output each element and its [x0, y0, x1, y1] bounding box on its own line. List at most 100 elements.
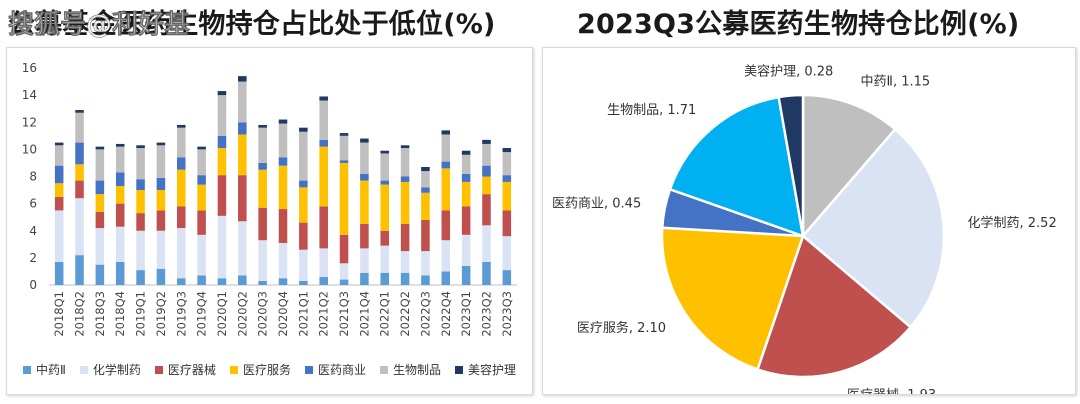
pie-slice	[668, 95, 805, 238]
bar-segment	[136, 190, 145, 214]
legend-label: 中药Ⅱ	[35, 363, 66, 377]
bar-segment	[360, 180, 369, 224]
x-tick-label: 2019Q4	[195, 291, 209, 337]
bar-segment	[278, 278, 288, 285]
bar-segment	[75, 198, 84, 256]
bar-segment	[421, 171, 430, 188]
bar-segment	[380, 150, 390, 154]
pie-data-label: 医疗器械, 1.93	[847, 388, 936, 394]
bar-segment	[400, 176, 410, 182]
bar-segment	[176, 157, 186, 170]
bar-segment	[258, 240, 267, 281]
bar-segment	[380, 245, 390, 273]
pie-data-label: 医药商业, 0.45	[552, 196, 641, 211]
bar-segment	[461, 154, 471, 174]
bar-segment	[136, 230, 145, 271]
bar-segment	[339, 263, 349, 280]
bar-segment	[238, 134, 247, 176]
bar-segment	[441, 210, 451, 241]
bar-segment	[75, 164, 84, 181]
bar-chart-legend: 中药Ⅱ 化学制药 医疗器械 医疗服务 医药商业 生物制品 美容护理	[7, 361, 532, 378]
bar-segment	[421, 192, 430, 220]
bar-segment	[482, 194, 491, 226]
bar-segment	[360, 142, 369, 174]
bar-segment	[115, 226, 125, 262]
bar-segment	[176, 127, 186, 158]
x-tick-label: 2018Q1	[52, 291, 66, 337]
y-tick-label: 4	[29, 224, 37, 238]
bar-segment	[360, 272, 369, 285]
legend-label: 医药商业	[317, 363, 366, 377]
bar-segment	[258, 124, 267, 128]
legend-label: 医疗服务	[242, 363, 291, 377]
bar-segment	[54, 145, 64, 166]
x-tick-label: 2021Q1	[296, 291, 310, 337]
bar-segment	[115, 143, 125, 147]
bar-segment	[299, 180, 308, 188]
bar-segment	[136, 179, 145, 191]
bar-segment	[360, 223, 369, 249]
legend-swatch	[304, 365, 313, 374]
bar-segment	[339, 234, 349, 264]
bar-segment	[197, 146, 206, 150]
x-tick-label: 2018Q3	[93, 291, 107, 337]
x-tick-label: 2022Q3	[418, 291, 432, 337]
legend-item: 中药Ⅱ	[22, 361, 66, 378]
bar-segment	[299, 280, 308, 285]
bar-segment	[197, 210, 206, 235]
bar-segment	[400, 148, 410, 177]
bar-segment	[156, 190, 166, 211]
watermark: 搜狐号@利好基	[8, 10, 191, 41]
bar-segment	[197, 184, 206, 211]
legend-swatch	[22, 365, 31, 374]
legend-swatch	[154, 365, 163, 374]
bar-segment	[482, 143, 491, 166]
pie-slice	[801, 93, 897, 240]
bar-segment	[136, 213, 145, 231]
bar-segment	[319, 248, 328, 277]
bar-segment	[421, 251, 430, 276]
bar-segment	[400, 181, 410, 224]
bar-segment	[441, 161, 451, 169]
bar-segment	[238, 81, 247, 123]
bar-segment	[502, 236, 512, 271]
bar-segment	[319, 146, 328, 207]
bar-segment	[441, 271, 451, 285]
bar-segment	[482, 261, 491, 285]
x-tick-label: 2021Q2	[317, 291, 331, 337]
pie-slice	[660, 226, 805, 372]
bar-segment	[75, 255, 84, 285]
bar-segment	[217, 148, 227, 176]
bar-segment	[319, 206, 328, 249]
bar-segment	[461, 266, 471, 285]
bar-segment	[75, 112, 84, 143]
x-tick-label: 2019Q3	[174, 291, 188, 337]
bar-segment	[299, 222, 308, 250]
bar-segment	[299, 131, 308, 181]
bar-segment	[380, 230, 390, 246]
pie-slice	[777, 93, 805, 237]
bar-segment	[156, 210, 166, 231]
pie-data-label: 生物制品, 1.71	[607, 103, 696, 118]
legend-item: 美容护理	[454, 361, 516, 378]
bar-segment	[54, 261, 64, 285]
bar-segment	[95, 149, 105, 181]
bar-segment	[95, 194, 105, 212]
y-tick-label: 6	[29, 197, 37, 211]
y-tick-label: 16	[22, 61, 37, 75]
bar-segment	[400, 145, 410, 149]
bar-segment	[421, 219, 430, 252]
pie-data-label: 化学制药, 2.52	[968, 215, 1057, 231]
bar-chart-title: 公募基金医药生物持仓占比处于低位(%)	[8, 9, 496, 40]
y-tick-label: 8	[29, 170, 37, 184]
y-tick-label: 2	[29, 251, 37, 265]
bar-segment	[258, 280, 267, 285]
bar-segment	[339, 160, 349, 163]
x-tick-label: 2020Q3	[256, 291, 270, 337]
bar-segment	[441, 130, 451, 135]
bar-segment	[360, 248, 369, 273]
bar-segment	[238, 275, 247, 285]
bar-segment	[502, 270, 512, 285]
stacked-bar-chart: 0 2 4 6 8 10 12 14 16 2018Q1 2018Q2 2018Q3 2018Q4 201…	[22, 61, 517, 337]
bar-segment	[278, 209, 288, 243]
